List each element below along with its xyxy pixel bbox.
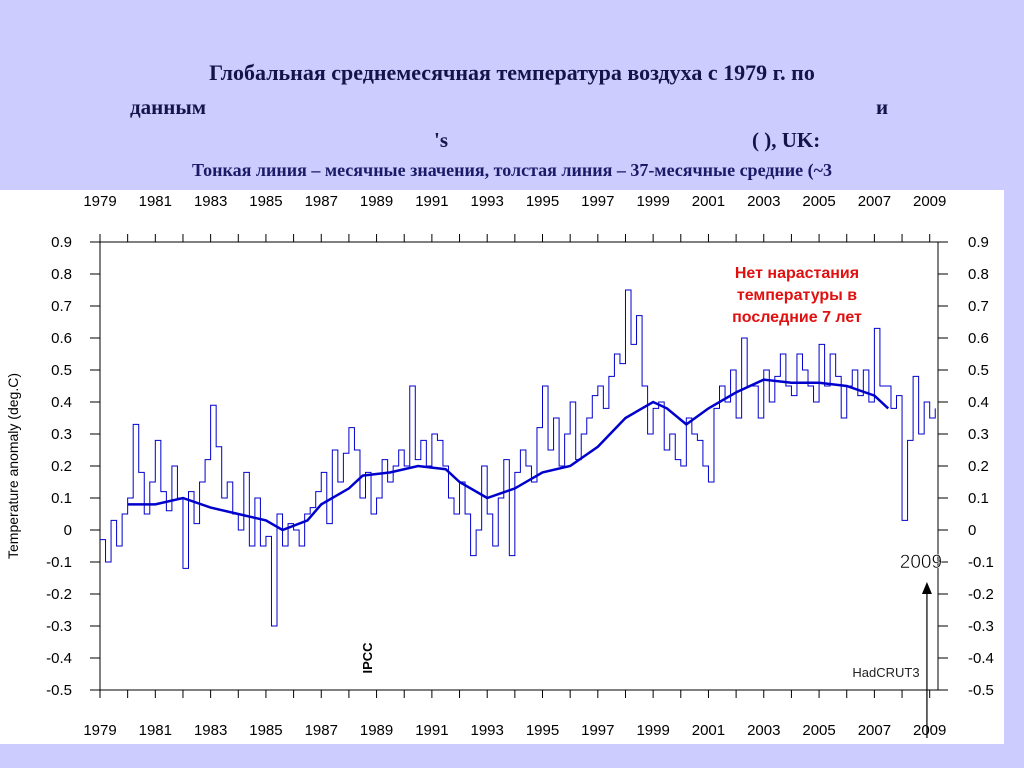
x-tick-label-bottom: 2005 [802, 722, 835, 739]
y-tick-label-left: 0.2 [51, 458, 72, 475]
y-tick-label-right: 0.3 [968, 426, 989, 443]
y-tick-label-right: -0.4 [968, 650, 994, 667]
y-tick-label-left: -0.4 [46, 650, 72, 667]
y-ticks-right: 0.9 0.8 0.7 0.6 0.5 0.4 0.3 0.2 0.1 0 -0.1 -0.2 -0.3… [938, 234, 994, 699]
y-tick-label-right: 0.1 [968, 490, 989, 507]
y-tick-label-right: 0 [968, 522, 976, 539]
y-tick-label-right: 0.7 [968, 298, 989, 315]
slide-title-line-2-right: и [876, 95, 889, 119]
x-tick-label-bottom: 2001 [692, 722, 725, 739]
x-tick-label-bottom: 1991 [415, 722, 448, 739]
x-tick-label-top: 2001 [692, 193, 725, 210]
y-tick-label-left: 0.1 [51, 490, 72, 507]
y-tick-label-left: 0.3 [51, 426, 72, 443]
y-tick-label-left: 0.5 [51, 362, 72, 379]
y-tick-label-right: 0.6 [968, 330, 989, 347]
y-tick-label-left: 0 [64, 522, 72, 539]
x-tick-label-top: 1985 [249, 193, 282, 210]
x-tick-label-top: 2009 [913, 193, 946, 210]
marker-arrow-head [921, 582, 932, 594]
chart-panel: 1979 1981 1983 1985 1987 1989 1991 1993 1995 1997… [0, 190, 1004, 744]
x-tick-label-top: 1987 [305, 193, 338, 210]
x-tick-label-bottom: 1983 [194, 722, 227, 739]
annotation-line: последние 7 лет [732, 309, 862, 326]
y-tick-label-right: 0.9 [968, 234, 989, 251]
y-tick-label-right: -0.1 [968, 554, 994, 571]
y-tick-label-right: -0.2 [968, 586, 994, 603]
x-tick-label-top: 2007 [858, 193, 891, 210]
x-tick-label-top: 1989 [360, 193, 393, 210]
marker-label: 2009 [900, 552, 942, 573]
x-tick-label-top: 1993 [471, 193, 504, 210]
x-tick-label-top: 1999 [636, 193, 669, 210]
x-tick-label-bottom: 1987 [305, 722, 338, 739]
temperature-chart: 1979 1981 1983 1985 1987 1989 1991 1993 1995 1997… [5, 193, 994, 739]
slide-title-line-2-left: данным [130, 95, 207, 119]
x-tick-label-bottom: 2003 [747, 722, 780, 739]
y-tick-label-right: -0.5 [968, 682, 994, 699]
x-tick-label-top: 1995 [526, 193, 559, 210]
x-ticks-bottom: 1979 1981 1983 1985 1987 1989 1991 1993 1995 1997… [83, 690, 946, 739]
x-tick-label-bottom: 2009 [913, 722, 946, 739]
x-tick-label-top: 1983 [194, 193, 227, 210]
y-tick-label-left: 0.9 [51, 234, 72, 251]
x-tick-label-bottom: 1995 [526, 722, 559, 739]
x-tick-label-top: 1997 [581, 193, 614, 210]
x-tick-label-top: 1979 [83, 193, 116, 210]
x-tick-label-bottom: 2007 [858, 722, 891, 739]
y-axis-label: Temperature anomaly (deg.C) [5, 373, 21, 559]
y-tick-label-left: -0.5 [46, 682, 72, 699]
annotation-line: температуры в [737, 287, 857, 304]
y-tick-label-left: 0.7 [51, 298, 72, 315]
x-tick-label-top: 1991 [415, 193, 448, 210]
x-tick-label-top: 2005 [802, 193, 835, 210]
y-tick-label-right: 0.2 [968, 458, 989, 475]
y-ticks-left: 0.9 0.8 0.7 0.6 0.5 0.4 0.3 0.2 0.1 0 -0.1 -0.2 -0.3… [46, 234, 100, 699]
series-monthly-line [100, 289, 936, 627]
x-tick-label-top: 1981 [139, 193, 172, 210]
y-tick-label-left: 0.4 [51, 394, 72, 411]
x-tick-label-bottom: 1999 [636, 722, 669, 739]
y-tick-label-right: 0.4 [968, 394, 989, 411]
x-tick-label-bottom: 1979 [83, 722, 116, 739]
y-tick-label-left: -0.2 [46, 586, 72, 603]
x-tick-label-bottom: 1993 [471, 722, 504, 739]
y-tick-label-right: -0.3 [968, 618, 994, 635]
slide-title-line-1: Глобальная среднемесячная температура во… [209, 60, 815, 85]
y-tick-label-right: 0.5 [968, 362, 989, 379]
series-37-month-mean-line [127, 378, 890, 532]
y-tick-label-right: 0.8 [968, 266, 989, 283]
x-tick-label-bottom: 1981 [139, 722, 172, 739]
y-tick-label-left: -0.3 [46, 618, 72, 635]
x-ticks-top: 1979 1981 1983 1985 1987 1989 1991 1993 1995 1997… [83, 193, 946, 242]
slide-title-line-3-right: ( ), UK: [752, 128, 821, 152]
y-tick-label-left: -0.1 [46, 554, 72, 571]
annotation-line: Нет нарастания [735, 265, 859, 282]
annotation-no-warming: Нет нарастания температуры в последние 7 л… [732, 265, 862, 326]
slide-subtitle: Тонкая линия – месячные значения, толста… [191, 160, 833, 180]
x-tick-label-bottom: 1989 [360, 722, 393, 739]
slide-title-line-3-left: 's [434, 128, 449, 152]
x-tick-label-bottom: 1997 [581, 722, 614, 739]
x-tick-label-bottom: 1985 [249, 722, 282, 739]
source-label: HadCRUT3 [852, 665, 919, 680]
y-tick-label-left: 0.8 [51, 266, 72, 283]
marker-2009: 2009 [900, 552, 942, 738]
ipcc-label: IPCC [360, 642, 375, 674]
y-tick-label-left: 0.6 [51, 330, 72, 347]
x-tick-label-top: 2003 [747, 193, 780, 210]
